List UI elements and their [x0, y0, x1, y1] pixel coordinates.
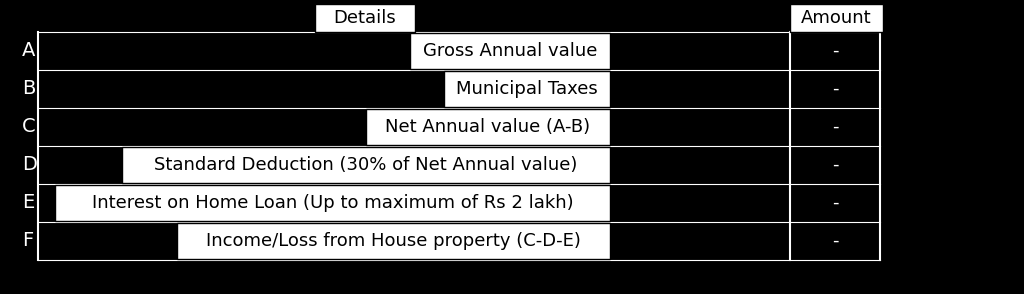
Text: -: -: [831, 194, 839, 212]
Text: Interest on Home Loan (Up to maximum of Rs 2 lakh): Interest on Home Loan (Up to maximum of …: [92, 194, 573, 212]
Text: Municipal Taxes: Municipal Taxes: [456, 80, 598, 98]
Text: Gross Annual value: Gross Annual value: [423, 42, 597, 60]
Text: Standard Deduction (30% of Net Annual value): Standard Deduction (30% of Net Annual va…: [155, 156, 578, 174]
Bar: [411, 33, 610, 69]
Text: -: -: [831, 118, 839, 136]
Bar: [443, 71, 610, 107]
Text: -: -: [831, 232, 839, 250]
Text: Net Annual value (A-B): Net Annual value (A-B): [385, 118, 591, 136]
Bar: [366, 109, 610, 145]
Text: -: -: [831, 80, 839, 98]
Text: Amount: Amount: [801, 9, 871, 27]
Text: -: -: [831, 42, 839, 60]
Text: C: C: [22, 118, 36, 136]
Text: B: B: [22, 79, 36, 98]
Bar: [790, 4, 883, 32]
Bar: [122, 147, 610, 183]
Text: A: A: [22, 41, 36, 61]
Bar: [55, 185, 610, 221]
Text: Income/Loss from House property (C-D-E): Income/Loss from House property (C-D-E): [206, 232, 581, 250]
Bar: [315, 4, 415, 32]
Text: E: E: [22, 193, 34, 213]
Bar: [177, 223, 610, 259]
Text: F: F: [22, 231, 33, 250]
Text: Details: Details: [334, 9, 396, 27]
Text: D: D: [22, 156, 37, 175]
Text: -: -: [831, 156, 839, 174]
